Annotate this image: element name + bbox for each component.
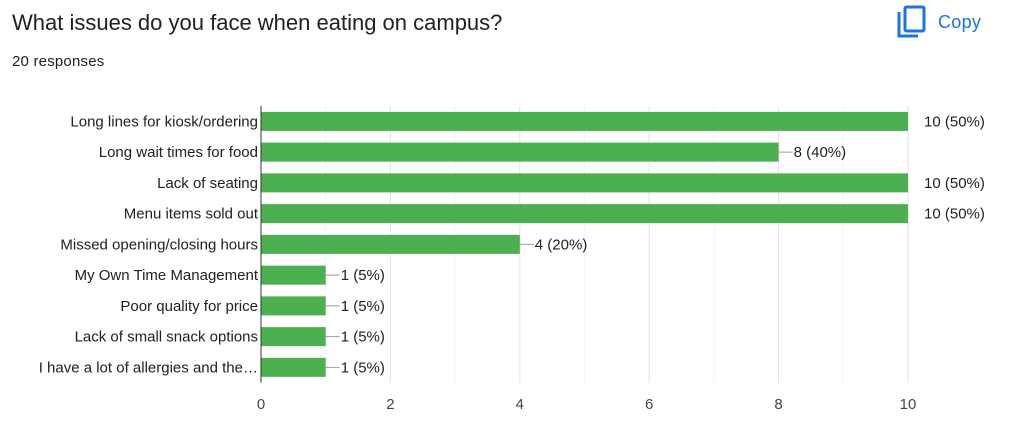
- bar: [261, 204, 908, 224]
- data-label: 1 (5%): [341, 298, 385, 315]
- data-label: 10 (50%): [924, 113, 985, 130]
- category-label: Lack of seating: [157, 175, 258, 192]
- data-label: 8 (40%): [794, 144, 847, 161]
- x-tick-label: 2: [386, 396, 394, 413]
- category-label: Long lines for kiosk/ordering: [70, 113, 258, 130]
- x-tick-label: 6: [645, 396, 653, 413]
- bar: [261, 234, 520, 254]
- bar: [261, 296, 326, 316]
- category-label: Poor quality for price: [120, 298, 258, 315]
- x-tick-label: 10: [900, 396, 917, 413]
- data-label: 10 (50%): [924, 175, 985, 192]
- category-label: Menu items sold out: [124, 206, 259, 223]
- data-label: 4 (20%): [535, 236, 588, 253]
- copy-icon: [897, 5, 926, 38]
- category-label: Lack of small snack options: [75, 329, 258, 346]
- bar: [261, 111, 908, 131]
- data-label: 1 (5%): [341, 329, 385, 346]
- data-label: 10 (50%): [924, 206, 985, 223]
- data-label: 1 (5%): [341, 267, 385, 284]
- category-label: Long wait times for food: [99, 144, 258, 161]
- question-title: What issues do you face when eating on c…: [12, 10, 503, 35]
- category-label: My Own Time Management: [75, 267, 259, 284]
- bar: [261, 327, 326, 347]
- response-count: 20 responses: [12, 53, 105, 70]
- data-label: 1 (5%): [341, 359, 385, 376]
- copy-button-label: Copy: [938, 11, 982, 32]
- x-tick-label: 4: [516, 396, 524, 413]
- bar: [261, 142, 779, 162]
- bar: [261, 173, 908, 193]
- bar: [261, 357, 326, 377]
- category-label: Missed opening/closing hours: [60, 236, 258, 253]
- category-label: I have a lot of allergies and the…: [39, 359, 258, 376]
- x-tick-label: 8: [774, 396, 782, 413]
- x-tick-label: 0: [257, 396, 265, 413]
- copy-button[interactable]: Copy: [896, 4, 1000, 40]
- bar: [261, 265, 326, 285]
